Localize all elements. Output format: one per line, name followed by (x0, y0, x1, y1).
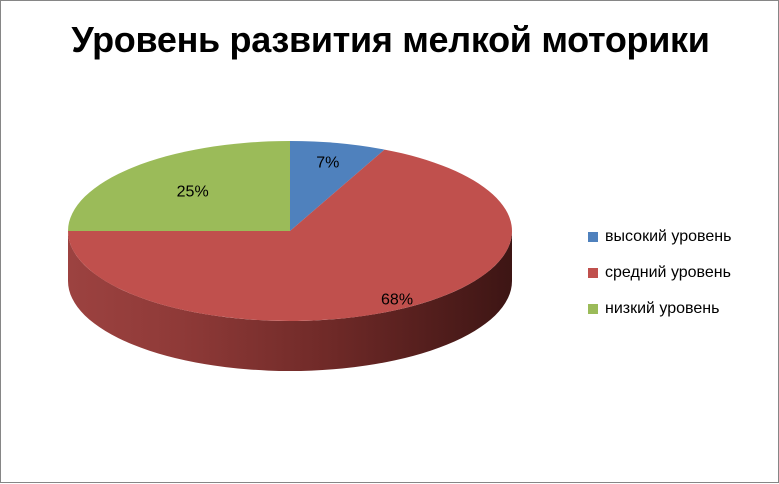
legend-swatch-high (588, 232, 598, 242)
legend-swatch-medium (588, 268, 598, 278)
legend-item-high: высокий уровень (588, 227, 731, 247)
legend-swatch-low (588, 304, 598, 314)
legend-item-low: низкий уровень (588, 299, 731, 319)
legend-item-medium: средний уровень (588, 263, 731, 283)
legend-label-medium: средний уровень (605, 264, 731, 282)
legend-label-low: низкий уровень (605, 300, 719, 318)
pie-label-high: 7% (316, 154, 339, 171)
pie-label-low: 25% (177, 184, 209, 201)
legend-label-high: высокий уровень (605, 228, 731, 246)
pie-label-medium: 68% (381, 291, 413, 308)
legend: высокий уровень средний уровень низкий у… (588, 227, 731, 335)
